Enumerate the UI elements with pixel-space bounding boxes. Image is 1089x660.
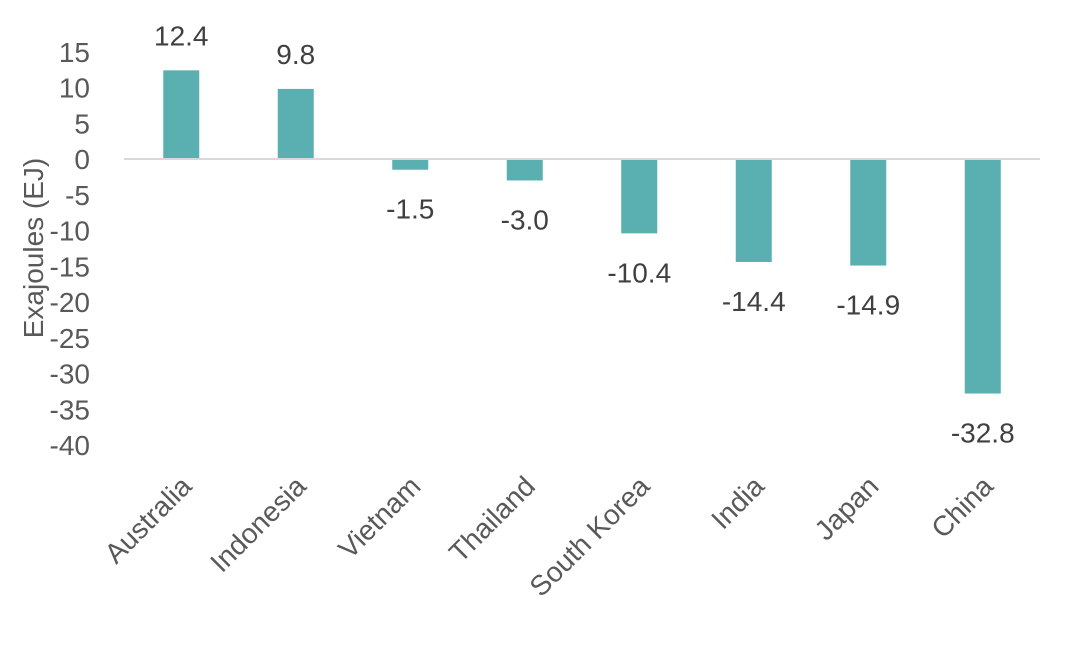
y-tick-label: 15	[59, 37, 90, 68]
data-label: -14.9	[836, 290, 900, 321]
category-label: Japan	[809, 470, 885, 546]
category-label: China	[925, 470, 999, 544]
data-label: -32.8	[951, 418, 1015, 449]
data-label: -14.4	[722, 286, 786, 317]
y-tick-label: -5	[65, 180, 90, 211]
bar	[277, 88, 314, 159]
y-tick-label: -15	[50, 251, 90, 282]
category-label: India	[705, 470, 770, 535]
y-axis-title-group: Exajoules (EJ)	[18, 158, 49, 339]
data-label: -3.0	[501, 204, 549, 235]
data-label: 12.4	[154, 20, 209, 51]
bar	[735, 159, 772, 262]
data-label: -1.5	[386, 194, 434, 225]
y-axis-ticks: 15 10 5 0 -5 -10 -15 -20 -25 -30 -35 -40	[50, 37, 90, 461]
bar	[392, 159, 429, 170]
category-label: South Korea	[523, 470, 655, 602]
y-tick-label: 5	[74, 108, 90, 139]
bar	[163, 70, 200, 159]
y-tick-label: -35	[50, 394, 90, 425]
category-label: Australia	[99, 470, 198, 569]
y-tick-label: -20	[50, 287, 90, 318]
y-tick-label: 0	[74, 144, 90, 175]
data-labels: 12.4 9.8 -1.5 -3.0 -10.4 -14.4 -14.9 -32.8	[154, 20, 1015, 448]
y-tick-label: -30	[50, 359, 90, 390]
bars	[163, 70, 1001, 394]
bar	[506, 159, 543, 181]
y-tick-label: 10	[59, 73, 90, 104]
data-label: -10.4	[607, 257, 671, 288]
y-tick-label: -10	[50, 216, 90, 247]
bar	[621, 159, 658, 234]
bar	[964, 159, 1001, 394]
y-tick-label: -25	[50, 323, 90, 354]
bar	[850, 159, 887, 266]
y-tick-label: -40	[50, 430, 90, 461]
category-label: Vietnam	[332, 470, 426, 564]
category-label: Thailand	[443, 470, 541, 568]
category-label: Indonesia	[204, 470, 312, 578]
y-axis-title: Exajoules (EJ)	[18, 158, 49, 339]
data-label: 9.8	[276, 39, 315, 70]
